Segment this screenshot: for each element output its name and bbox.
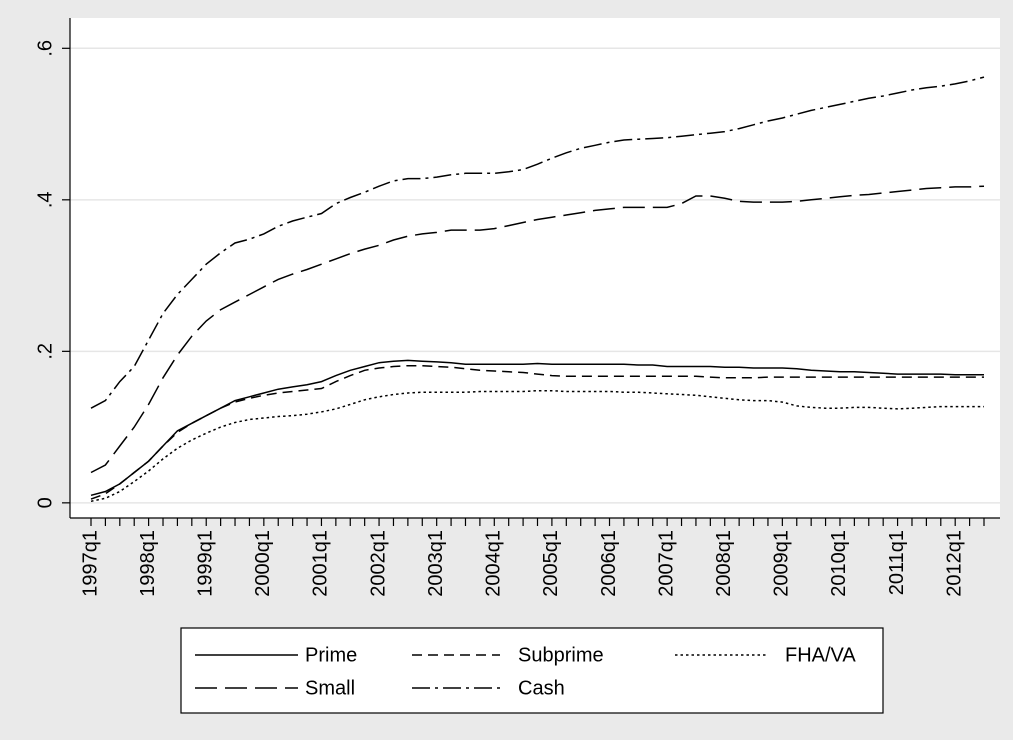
x-tick-label: 2008q1 bbox=[713, 530, 735, 597]
series-line bbox=[90, 364, 984, 500]
x-tick-label: 2002q1 bbox=[367, 530, 389, 597]
x-tick-label: 1998q1 bbox=[137, 530, 159, 597]
plot-area bbox=[70, 18, 1000, 518]
x-tick-label: 1999q1 bbox=[195, 530, 217, 597]
x-tick-label: 2000q1 bbox=[252, 530, 274, 597]
x-tick-label: 2007q1 bbox=[655, 530, 677, 597]
y-tick-label: .2 bbox=[34, 343, 56, 360]
x-tick-label: 2005q1 bbox=[540, 530, 562, 597]
legend-label: FHA/VA bbox=[785, 644, 856, 666]
x-tick-label: 2004q1 bbox=[483, 530, 505, 597]
legend-label: Cash bbox=[518, 677, 565, 699]
series-line bbox=[90, 76, 985, 409]
series-line bbox=[90, 359, 984, 497]
x-tick-label: 2011q1 bbox=[886, 530, 908, 595]
legend-label: Prime bbox=[305, 644, 357, 666]
y-tick-label: .6 bbox=[34, 40, 56, 57]
x-tick-label: 1997q1 bbox=[79, 530, 101, 597]
y-tick-label: .4 bbox=[34, 191, 56, 208]
x-tick-label: 2003q1 bbox=[425, 530, 447, 597]
x-tick-label: 2009q1 bbox=[771, 530, 793, 597]
legend-label: Small bbox=[305, 677, 355, 699]
x-tick-label: 2012q1 bbox=[943, 530, 965, 597]
legend-box bbox=[180, 627, 884, 714]
x-tick-label: 2006q1 bbox=[598, 530, 620, 597]
legend-label: Subprime bbox=[518, 644, 604, 666]
x-tick-label: 2010q1 bbox=[828, 530, 850, 597]
series-line bbox=[90, 389, 984, 503]
x-tick-label: 2001q1 bbox=[310, 530, 332, 597]
y-tick-label: 0 bbox=[34, 497, 56, 508]
series-line bbox=[90, 185, 985, 474]
